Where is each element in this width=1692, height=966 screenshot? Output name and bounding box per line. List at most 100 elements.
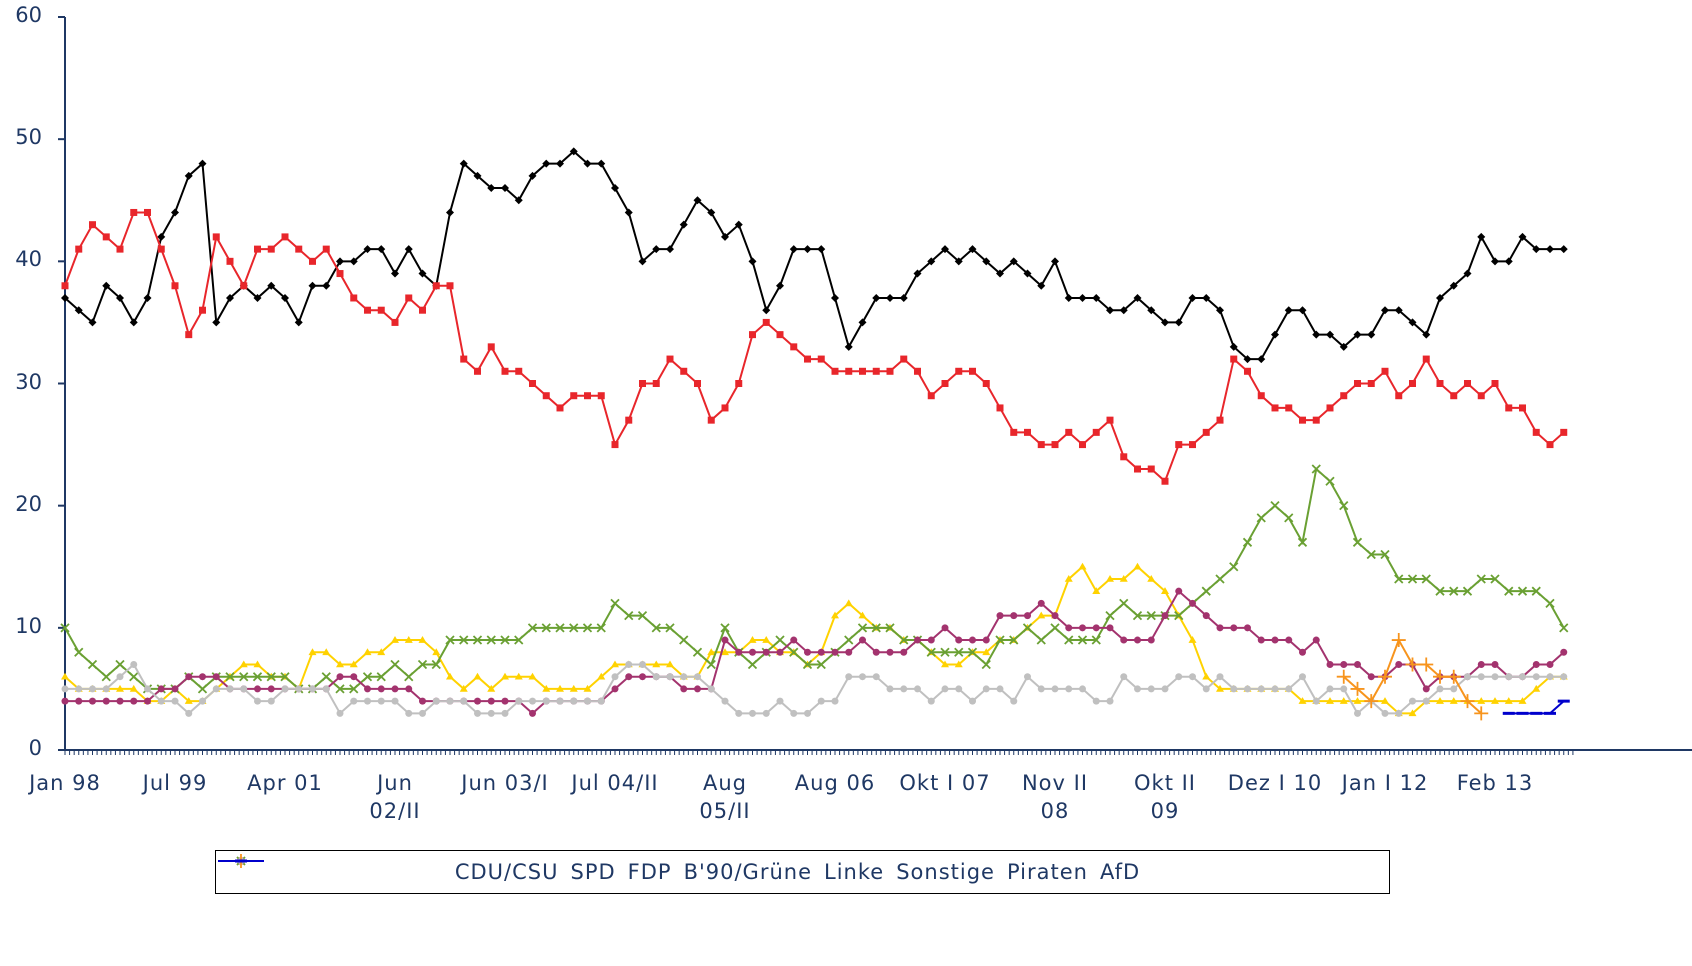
point: [130, 697, 138, 705]
point: [1433, 669, 1447, 684]
point: [1312, 330, 1321, 339]
point: [472, 635, 483, 645]
point: [734, 220, 743, 229]
point: [1271, 685, 1279, 693]
point: [474, 367, 481, 375]
point: [144, 208, 151, 216]
point: [927, 257, 936, 266]
point: [1436, 685, 1444, 693]
point: [1189, 673, 1196, 681]
point: [1078, 562, 1087, 570]
point: [982, 648, 991, 656]
point: [336, 709, 344, 717]
point: [1353, 330, 1362, 339]
point: [1311, 464, 1321, 474]
point: [1298, 697, 1307, 704]
point: [776, 697, 784, 705]
point: [611, 441, 619, 449]
point: [845, 673, 853, 681]
point: [1065, 685, 1073, 693]
point: [171, 685, 179, 693]
point: [267, 281, 276, 290]
point: [749, 648, 756, 656]
point: [900, 648, 908, 656]
point: [321, 672, 331, 682]
legend-label: Sonstige: [896, 860, 995, 884]
point: [1476, 574, 1486, 584]
point: [1422, 697, 1430, 705]
point: [405, 294, 413, 302]
point: [1422, 355, 1430, 363]
point: [60, 623, 70, 633]
point: [596, 623, 606, 633]
point: [762, 648, 770, 656]
point: [899, 293, 908, 302]
point: [529, 709, 536, 717]
point: [955, 636, 963, 644]
point: [871, 623, 881, 633]
point: [1230, 624, 1238, 632]
point: [1299, 416, 1306, 424]
point: [61, 672, 69, 680]
point: [900, 355, 908, 363]
point: [364, 697, 371, 705]
point: [1202, 672, 1211, 680]
point: [1257, 392, 1265, 400]
point: [308, 648, 317, 656]
point: [804, 648, 811, 656]
series-line: [64, 211, 1565, 483]
point: [556, 684, 564, 692]
point: [61, 293, 69, 302]
point: [625, 673, 633, 681]
point: [1064, 293, 1073, 302]
point: [941, 624, 949, 632]
point: [666, 355, 674, 363]
point: [804, 355, 811, 363]
y-tick-label: 50: [15, 125, 42, 150]
point: [872, 367, 880, 375]
point: [267, 697, 275, 705]
point: [1132, 610, 1143, 621]
point: [789, 647, 799, 657]
point: [652, 380, 660, 387]
point: [460, 697, 468, 705]
point: [130, 208, 138, 216]
point: [1435, 586, 1445, 596]
point: [1409, 697, 1416, 705]
point: [1463, 269, 1472, 278]
point: [789, 245, 798, 254]
point: [954, 647, 964, 657]
point: [707, 648, 716, 656]
point: [968, 245, 977, 254]
point: [157, 685, 165, 693]
point: [803, 245, 812, 254]
point: [817, 355, 825, 363]
point: [1161, 612, 1169, 620]
point: [624, 208, 633, 217]
point: [1215, 574, 1225, 584]
point: [404, 636, 413, 643]
point: [473, 171, 482, 180]
point: [776, 648, 784, 656]
point: [1077, 635, 1088, 645]
point: [1298, 306, 1307, 315]
series-line: [1508, 700, 1565, 715]
legend-swatch: [218, 859, 264, 863]
point: [1312, 697, 1320, 705]
point: [1446, 669, 1461, 684]
point: [1532, 428, 1540, 436]
point: [1366, 549, 1376, 560]
x-tick-label: Okt I 07: [899, 771, 991, 795]
point: [886, 648, 894, 656]
point: [542, 684, 551, 692]
point: [721, 697, 729, 705]
x-tick-label: Aug 05/II: [699, 771, 751, 823]
point: [1450, 685, 1458, 693]
point: [1477, 673, 1485, 681]
point: [1037, 599, 1045, 607]
point: [515, 367, 523, 375]
point: [1105, 610, 1115, 621]
point: [982, 685, 990, 693]
point: [432, 648, 441, 656]
point: [1532, 660, 1540, 668]
